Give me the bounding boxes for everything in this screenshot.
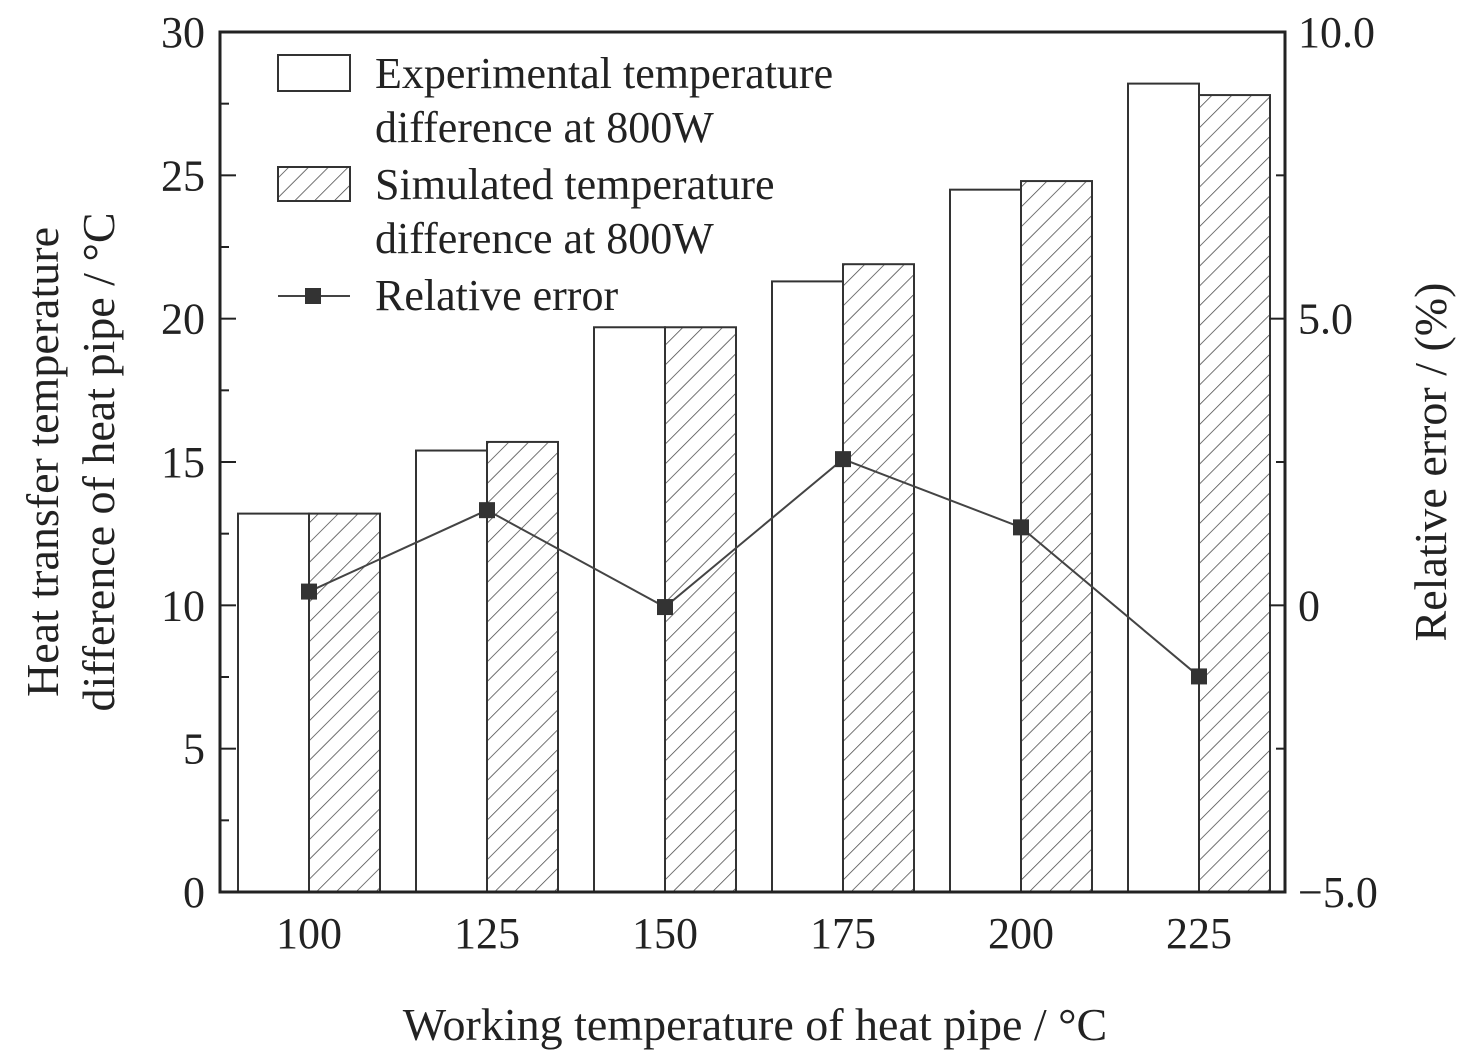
legend-label: Simulated temperature [375, 160, 775, 209]
bar-experimental [593, 326, 666, 893]
y2-tick-label: 10.0 [1298, 8, 1375, 57]
legend-label: Experimental temperature [375, 49, 833, 98]
relative-error-marker [1191, 668, 1207, 685]
relative-error-marker [1013, 519, 1029, 536]
bar-experimental [1127, 82, 1200, 894]
bar-simulated [486, 440, 559, 893]
bar-simulated [842, 263, 915, 893]
y-tick-label: 30 [161, 8, 205, 57]
legend-swatch-experimental [277, 54, 351, 92]
y-tick-label: 0 [183, 868, 205, 917]
y-tick-label: 10 [161, 581, 205, 630]
bar-simulated [664, 326, 737, 893]
y-tick-label: 25 [161, 151, 205, 200]
relative-error-marker [479, 502, 495, 519]
bar-simulated [1198, 94, 1271, 894]
x-tick-label: 100 [276, 909, 342, 958]
x-tick-label: 175 [810, 909, 876, 958]
y2-axis-label: Relative error / (%) [1405, 283, 1456, 642]
x-tick-label: 200 [988, 909, 1054, 958]
legend-label: difference at 800W [375, 214, 714, 263]
x-tick-label: 150 [632, 909, 698, 958]
legend-label: Relative error [375, 271, 618, 320]
x-tick-label: 225 [1166, 909, 1232, 958]
relative-error-marker [835, 451, 851, 468]
y-tick-label: 5 [183, 725, 205, 774]
y-axis-label-line1: Heat transfer temperature [17, 227, 68, 697]
y2-tick-label: −5.0 [1298, 868, 1378, 917]
bar-experimental [771, 280, 844, 893]
y2-tick-label: 0 [1298, 581, 1320, 630]
y-tick-label: 15 [161, 438, 205, 487]
relative-error-marker [657, 599, 673, 616]
y-axis-label-line2: difference of heat pipe / °C [73, 212, 124, 711]
relative-error-marker [301, 583, 317, 600]
bar-experimental [237, 512, 310, 893]
bar-experimental [949, 188, 1022, 893]
relative-error-line [308, 457, 1200, 678]
legend-swatch-simulated [277, 166, 351, 202]
bar-simulated [308, 512, 381, 893]
y2-tick-label: 5.0 [1298, 295, 1353, 344]
x-tick-label: 125 [454, 909, 520, 958]
y-tick-label: 20 [161, 295, 205, 344]
legend-marker-relative-error [305, 288, 321, 304]
x-axis-label: Working temperature of heat pipe / °C [403, 999, 1107, 1050]
bar-experimental [415, 449, 488, 893]
legend-label: difference at 800W [375, 103, 714, 152]
